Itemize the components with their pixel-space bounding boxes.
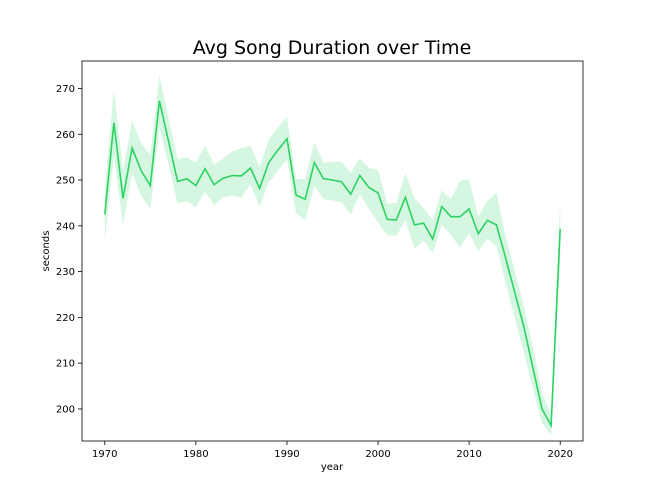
y-axis-label: seconds: [41, 231, 52, 272]
x-tick-label: 2010: [456, 449, 481, 460]
x-axis-label: year: [321, 462, 344, 473]
y-tick-label: 260: [56, 130, 75, 141]
series-line: [104, 100, 561, 429]
y-tick-label: 220: [56, 313, 75, 324]
y-tick-label: 240: [56, 221, 75, 232]
y-tick-label: 210: [56, 359, 75, 370]
x-axis: 1970 1980 1990 2000 2010 2020: [92, 441, 573, 460]
y-axis: 200 210 220 230 240 250 260 270: [56, 84, 82, 415]
x-tick-label: 1990: [274, 449, 299, 460]
x-tick-label: 2020: [548, 449, 573, 460]
plot-area: [104, 75, 561, 436]
y-tick-label: 270: [56, 84, 75, 95]
y-tick-label: 250: [56, 176, 75, 187]
y-tick-label: 200: [56, 404, 75, 415]
confidence-band: [104, 75, 561, 436]
x-tick-label: 1980: [183, 449, 208, 460]
plot-frame: [81, 60, 584, 442]
chart-title: Avg Song Duration over Time: [193, 37, 472, 59]
x-tick-label: 1970: [92, 449, 117, 460]
x-tick-label: 2000: [365, 449, 390, 460]
y-tick-label: 230: [56, 267, 75, 278]
